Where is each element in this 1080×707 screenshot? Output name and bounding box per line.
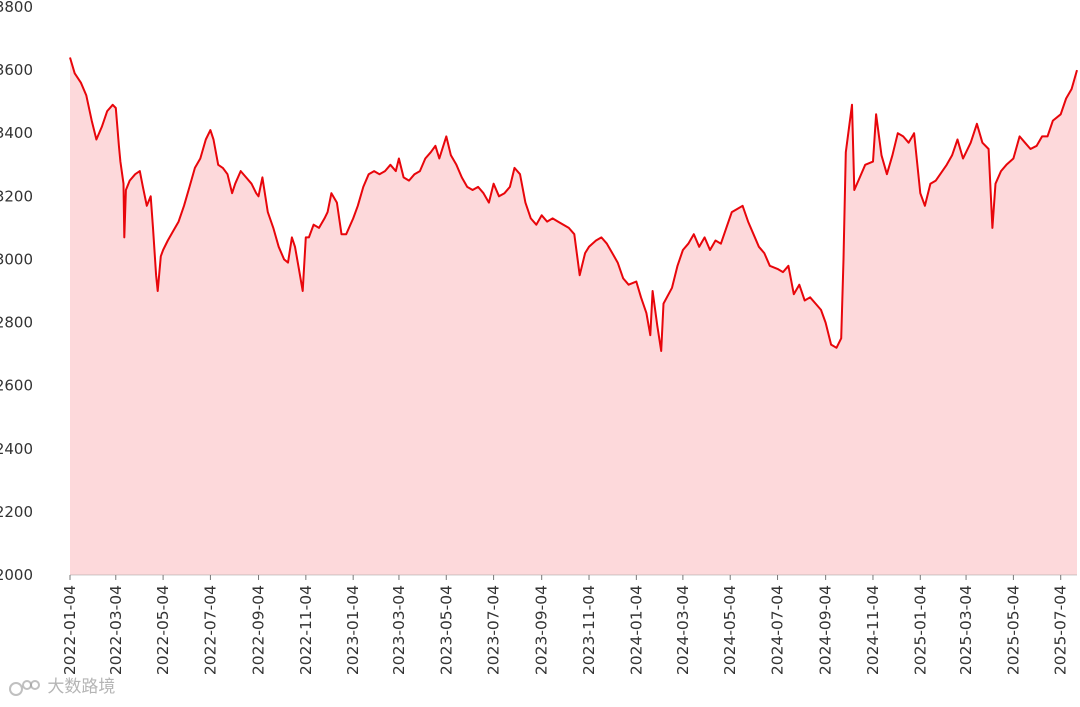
x-tick-label: 2023-05-04 bbox=[437, 585, 455, 675]
y-tick-label: 2000 bbox=[0, 566, 33, 584]
x-tick-label: 2022-01-04 bbox=[61, 585, 79, 675]
series-area bbox=[70, 57, 1077, 575]
x-tick-label: 2024-01-04 bbox=[627, 585, 645, 675]
x-tick-label: 2022-09-04 bbox=[250, 585, 268, 675]
x-tick-label: 2024-05-04 bbox=[721, 585, 739, 675]
x-axis: 2022-01-04 2022-03-04 2022-05-04 2022-07-04… bbox=[61, 574, 1077, 675]
x-tick-label: 2023-03-04 bbox=[390, 585, 408, 675]
x-tick-label: 2022-07-04 bbox=[201, 585, 219, 675]
series-line bbox=[69, 57, 1078, 352]
x-tick-label: 2022-11-04 bbox=[297, 585, 315, 675]
x-tick-label: 2025-03-04 bbox=[957, 585, 975, 675]
y-tick-label: 3800 bbox=[0, 0, 33, 16]
y-tick-label: 3600 bbox=[0, 61, 33, 79]
y-tick-label: 3000 bbox=[0, 250, 33, 268]
x-tick-label: 2022-05-04 bbox=[154, 585, 172, 675]
x-tick-label: 2023-07-04 bbox=[485, 585, 503, 675]
y-tick-label: 2400 bbox=[0, 440, 33, 458]
y-tick-label: 2800 bbox=[0, 314, 33, 332]
watermark: 大数路境 bbox=[8, 672, 115, 698]
y-tick-label: 2600 bbox=[0, 377, 33, 395]
y-tick-label: 3200 bbox=[0, 187, 33, 205]
area-fill-layer bbox=[70, 57, 1077, 575]
x-tick-label: 2023-01-04 bbox=[344, 585, 362, 675]
watermark-logo-icon bbox=[9, 680, 40, 696]
x-tick-label: 2022-03-04 bbox=[107, 585, 125, 675]
y-tick-label: 3400 bbox=[0, 124, 33, 142]
x-tick-label: 2024-09-04 bbox=[817, 585, 835, 675]
x-tick-label: 2023-09-04 bbox=[533, 585, 551, 675]
x-tick-label: 2025-01-04 bbox=[911, 585, 929, 675]
x-tick-label: 2024-07-04 bbox=[769, 585, 787, 675]
line-layer bbox=[69, 57, 1078, 352]
x-tick-label: 2024-03-04 bbox=[674, 585, 692, 675]
y-tick-label: 2200 bbox=[0, 503, 33, 521]
x-tick-label: 2024-11-04 bbox=[864, 585, 882, 675]
y-axis: 2000 2200 2400 2600 2800 3000 3200 3400 3600 3800 bbox=[0, 0, 33, 584]
x-tick-label: 2025-05-04 bbox=[1004, 585, 1022, 675]
x-tick-label: 2023-11-04 bbox=[580, 585, 598, 675]
x-tick-label: 2025-07-04 bbox=[1052, 585, 1070, 675]
watermark-text: 大数路境 bbox=[47, 677, 116, 697]
